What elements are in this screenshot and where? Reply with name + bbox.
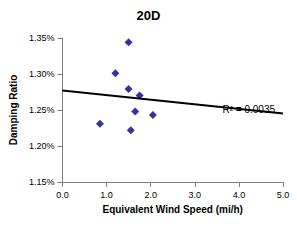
svg-text:1.0: 1.0 [100,190,113,200]
svg-text:1.35%: 1.35% [29,33,55,43]
svg-text:20D: 20D [137,8,161,23]
svg-text:Damping Ratio: Damping Ratio [8,75,19,146]
svg-text:2.0: 2.0 [144,190,157,200]
svg-text:5.0: 5.0 [277,190,290,200]
svg-text:4.0: 4.0 [233,190,246,200]
svg-text:1.15%: 1.15% [29,177,55,187]
svg-text:1.25%: 1.25% [29,105,55,115]
svg-text:0.0: 0.0 [56,190,69,200]
svg-text:Equivalent Wind Speed (mi/h): Equivalent Wind Speed (mi/h) [102,204,242,215]
svg-text:R² = 0.0035: R² = 0.0035 [222,103,275,115]
svg-text:3.0: 3.0 [189,190,202,200]
svg-text:1.20%: 1.20% [29,141,55,151]
svg-text:1.30%: 1.30% [29,69,55,79]
